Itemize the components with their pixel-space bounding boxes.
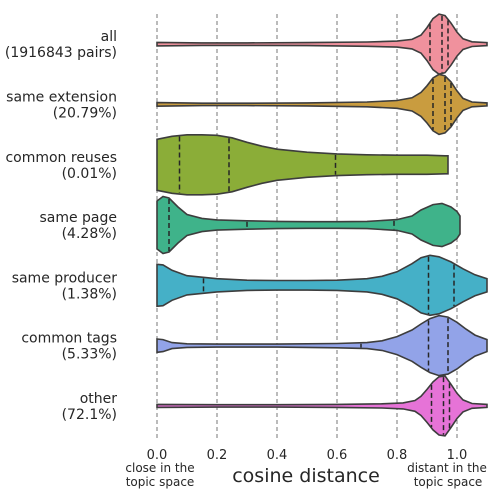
violin-shape [156, 375, 488, 437]
category-label: same extension [6, 89, 117, 105]
violin-group [156, 195, 461, 255]
violin-group [156, 314, 488, 377]
x-axis-ticks: 0.0 0.2 0.4 0.6 0.8 1.0 [147, 448, 468, 463]
violin-group [156, 254, 488, 317]
violin-group [156, 73, 488, 136]
category-label: common tags [21, 331, 117, 347]
category-share-label: (0.01%) [62, 166, 117, 182]
category-share-label: (1.38%) [62, 286, 117, 302]
violin-group [156, 13, 488, 76]
violin-shape [156, 195, 461, 255]
annotation-close-line1: close in the [125, 461, 194, 475]
violin-shape [156, 134, 449, 196]
category-label: all [101, 29, 117, 45]
violin-shape [156, 314, 488, 377]
category-share-label: (4.28%) [62, 226, 117, 242]
violins [156, 13, 488, 437]
x-tick-label: 0.2 [207, 448, 228, 463]
x-tick-label: 0.8 [387, 448, 408, 463]
violin-shape [156, 73, 488, 136]
category-label: common reuses [5, 150, 117, 166]
violin-group [156, 134, 449, 196]
category-label: other [80, 391, 118, 407]
x-tick-label: 1.0 [447, 448, 468, 463]
category-share-label: (5.33%) [62, 347, 117, 363]
category-labels: all(1916843 pairs) same extension(20.79%)… [5, 29, 117, 423]
annotation-close-line2: topic space [126, 475, 195, 489]
violin-shape [156, 254, 488, 317]
annotation-distant-line2: topic space [414, 475, 483, 489]
x-axis-label: cosine distance [232, 465, 380, 487]
x-tick-label: 0.0 [147, 448, 168, 463]
annotation-distant-line1: distant in the [407, 461, 487, 475]
category-label: same producer [12, 270, 118, 286]
category-share-label: (1916843 pairs) [5, 45, 117, 61]
violin-shape [156, 13, 488, 76]
x-tick-label: 0.6 [327, 448, 348, 463]
category-label: same page [39, 210, 117, 226]
category-share-label: (20.79%) [53, 105, 117, 121]
x-tick-label: 0.4 [267, 448, 288, 463]
category-share-label: (72.1%) [62, 407, 117, 423]
violin-group [156, 375, 488, 437]
